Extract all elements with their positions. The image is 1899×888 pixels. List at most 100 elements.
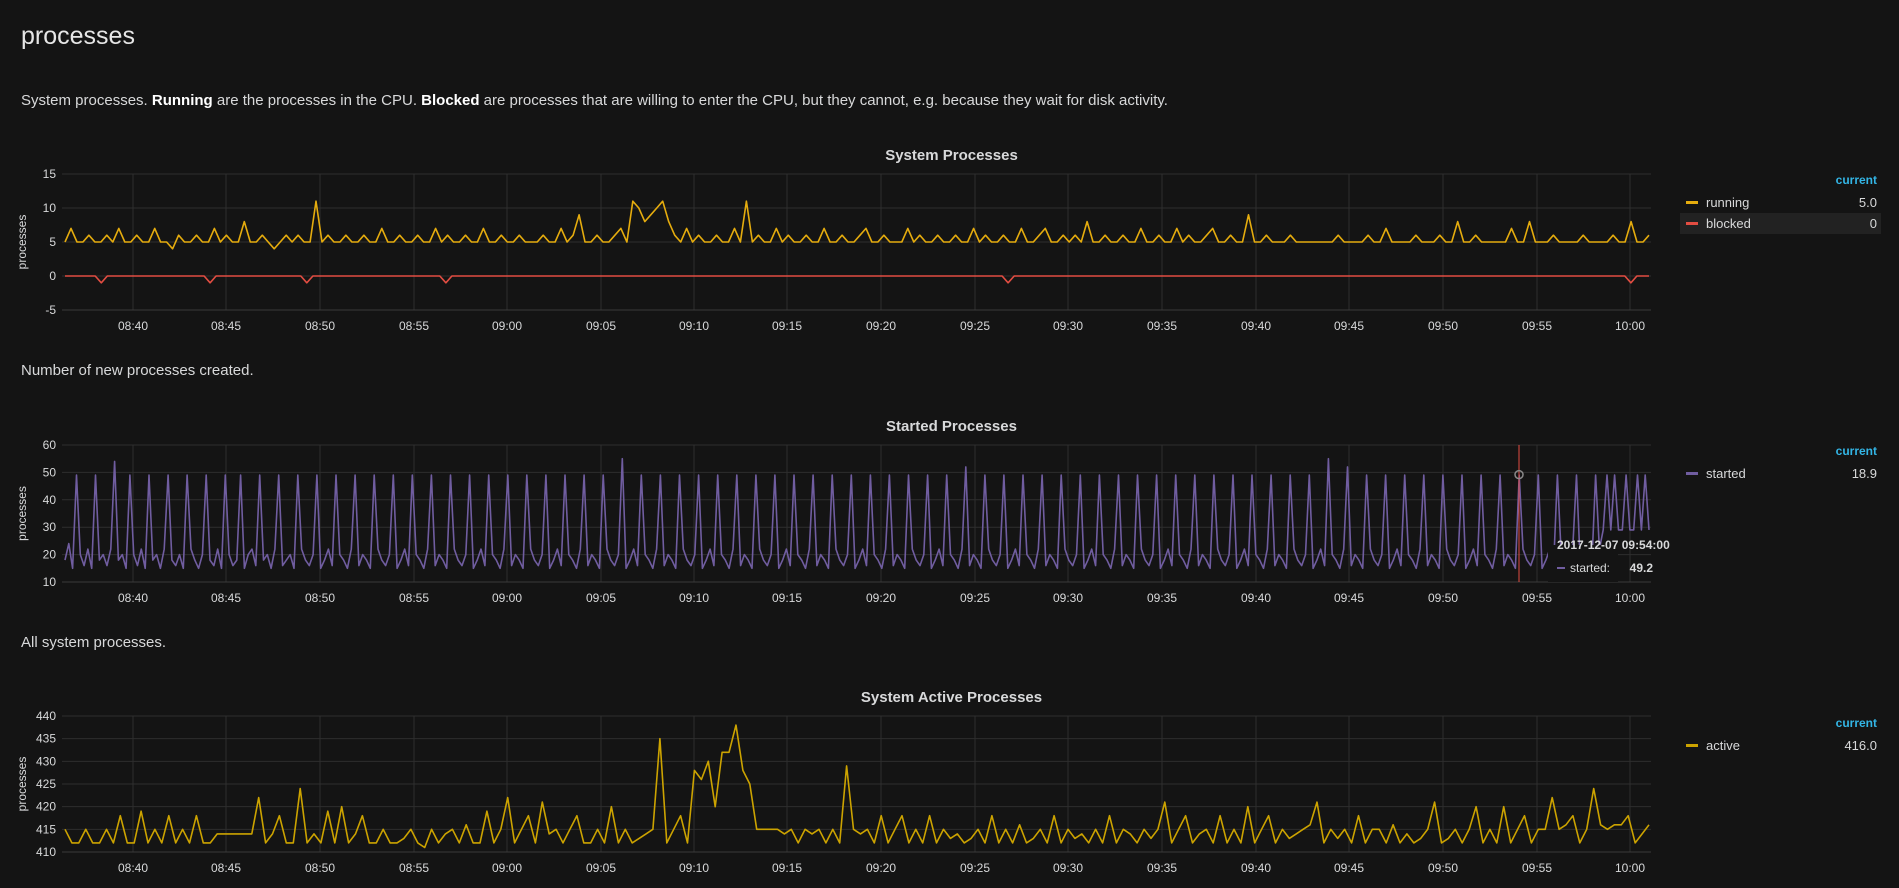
- legend-swatch: [1686, 472, 1698, 475]
- legend-header: current: [1835, 444, 1877, 458]
- y-tick-label: 415: [36, 822, 56, 836]
- x-tick-label: 09:40: [1241, 861, 1271, 875]
- y-axis-label: processes: [15, 215, 29, 270]
- x-tick-label: 08:45: [211, 591, 241, 605]
- started-processes-title: Started Processes: [886, 418, 1017, 435]
- legend-swatch: [1686, 201, 1698, 204]
- y-tick-label: 20: [43, 548, 57, 562]
- x-tick-label: 09:25: [960, 861, 990, 875]
- y-tick-label: 435: [36, 732, 56, 746]
- x-tick-label: 09:50: [1428, 591, 1458, 605]
- series-line-started: [64, 457, 1650, 570]
- tooltip-series: started:: [1570, 561, 1610, 575]
- x-tick-label: 08:50: [305, 591, 335, 605]
- legend-current-value: 5.0: [1858, 195, 1877, 210]
- legend-item-running[interactable]: running 5.0: [1680, 192, 1881, 213]
- x-tick-label: 09:40: [1241, 591, 1271, 605]
- x-tick-label: 09:30: [1053, 861, 1083, 875]
- x-tick-label: 08:40: [118, 319, 148, 333]
- legend-header: current: [1835, 173, 1877, 187]
- x-tick-label: 08:55: [399, 591, 429, 605]
- x-tick-label: 09:10: [679, 319, 709, 333]
- x-tick-label: 09:55: [1522, 591, 1552, 605]
- tooltip-value: 49.2: [1630, 561, 1654, 575]
- started-processes-legend: current started 18.9: [1680, 444, 1881, 484]
- x-tick-label: 09:15: [772, 319, 802, 333]
- active-processes-description: All system processes.: [21, 634, 167, 651]
- x-tick-label: 09:35: [1147, 861, 1177, 875]
- x-tick-label: 09:30: [1053, 319, 1083, 333]
- x-tick-label: 09:40: [1241, 319, 1271, 333]
- x-tick-label: 09:35: [1147, 319, 1177, 333]
- legend-series-name: running: [1706, 195, 1750, 210]
- x-tick-label: 09:50: [1428, 319, 1458, 333]
- x-tick-label: 09:15: [772, 861, 802, 875]
- legend-item-blocked[interactable]: blocked 0: [1680, 213, 1881, 234]
- x-tick-label: 09:15: [772, 591, 802, 605]
- x-tick-label: 09:25: [960, 319, 990, 333]
- active-processes-title: System Active Processes: [860, 689, 1043, 706]
- y-tick-label: 5: [49, 235, 56, 249]
- series-line-blocked: [65, 275, 1649, 284]
- page-title: processes: [21, 22, 135, 50]
- tooltip-time: 2017-12-07 09:54:00: [1557, 538, 1670, 552]
- desc-text-1: System processes.: [21, 92, 152, 109]
- started-processes-chart[interactable]: 60 50 40 30 20 10 08:40 08:45 08:50 08:55 09:00 09:…: [0, 438, 1680, 611]
- active-processes-chart[interactable]: 440 435 430 425 420 415 410 08:40 08:45 08:50 08:5…: [0, 709, 1680, 882]
- x-tick-label: 08:40: [118, 861, 148, 875]
- system-processes-title: System Processes: [885, 147, 1018, 164]
- y-tick-label: 40: [43, 493, 57, 507]
- x-tick-label: 09:20: [866, 591, 896, 605]
- y-axis-label: processes: [15, 757, 29, 812]
- legend-item-active[interactable]: active 416.0: [1680, 735, 1881, 756]
- x-tick-label: 09:05: [586, 591, 616, 605]
- x-tick-label: 09:55: [1522, 861, 1552, 875]
- x-tick-label: 10:00: [1615, 319, 1645, 333]
- x-tick-label: 09:00: [492, 861, 522, 875]
- y-axis-label: processes: [15, 486, 29, 541]
- y-tick-label: 410: [36, 845, 56, 859]
- desc-text-2: are the processes in the CPU.: [212, 92, 422, 109]
- system-processes-description: System processes. Running are the proces…: [21, 92, 1168, 109]
- x-tick-label: 09:20: [866, 319, 896, 333]
- x-tick-label: 08:55: [399, 861, 429, 875]
- tooltip-marker: [1514, 469, 1524, 480]
- y-tick-label: 10: [43, 201, 57, 215]
- x-tick-label: 09:35: [1147, 591, 1177, 605]
- legend-header: current: [1835, 716, 1877, 730]
- x-tick-label: 08:50: [305, 319, 335, 333]
- legend-series-name: started: [1706, 466, 1746, 481]
- x-tick-label: 09:10: [679, 861, 709, 875]
- y-tick-label: 50: [43, 465, 57, 479]
- legend-series-name: active: [1706, 738, 1740, 753]
- tooltip-background: [1548, 545, 1618, 582]
- y-tick-label: 60: [43, 438, 57, 452]
- x-tick-label: 09:05: [586, 319, 616, 333]
- x-tick-label: 08:50: [305, 861, 335, 875]
- x-tick-label: 09:20: [866, 861, 896, 875]
- x-tick-label: 09:00: [492, 591, 522, 605]
- legend-item-started[interactable]: started 18.9: [1680, 463, 1881, 484]
- y-tick-label: 0: [49, 269, 56, 283]
- x-tick-label: 09:00: [492, 319, 522, 333]
- legend-current-value: 0: [1869, 216, 1877, 231]
- y-tick-label: 420: [36, 800, 56, 814]
- y-tick-label: 430: [36, 754, 56, 768]
- series-line-active: [64, 724, 1650, 849]
- x-tick-label: 09:10: [679, 591, 709, 605]
- x-tick-label: 09:30: [1053, 591, 1083, 605]
- series-line-running: [64, 200, 1650, 250]
- legend-current-value: 416.0: [1844, 738, 1877, 753]
- desc-bold-running: Running: [151, 92, 213, 109]
- x-tick-label: 09:55: [1522, 319, 1552, 333]
- legend-swatch: [1686, 222, 1698, 225]
- x-tick-label: 08:40: [118, 591, 148, 605]
- x-tick-label: 09:45: [1334, 861, 1364, 875]
- x-tick-label: 10:00: [1615, 861, 1645, 875]
- system-processes-chart[interactable]: 15 10 5 0 -5 08:40 08:45 08:50 08:55 09:00 09:05 09…: [0, 167, 1680, 340]
- x-tick-label: 08:45: [211, 861, 241, 875]
- x-tick-label: 10:00: [1615, 591, 1645, 605]
- x-tick-label: 08:55: [399, 319, 429, 333]
- x-tick-label: 09:05: [586, 861, 616, 875]
- legend-series-name: blocked: [1706, 216, 1751, 231]
